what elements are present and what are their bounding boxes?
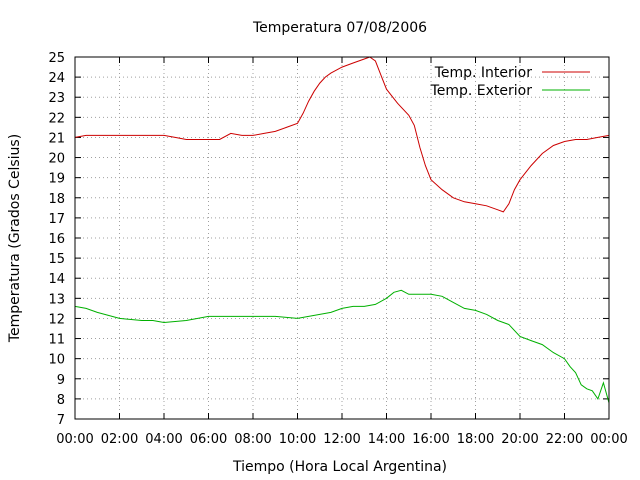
x-tick-label: 02:00 — [101, 432, 138, 447]
x-tick-label: 04:00 — [145, 432, 182, 447]
legend-label: Temp. Interior — [434, 65, 533, 81]
y-tick-label: 13 — [48, 292, 65, 307]
y-tick-label: 14 — [48, 272, 65, 287]
y-tick-label: 19 — [48, 172, 65, 187]
y-tick-label: 23 — [48, 91, 65, 106]
y-tick-label: 8 — [57, 393, 65, 408]
series-lines — [74, 56, 610, 404]
series-line-interior — [74, 56, 610, 213]
legend: Temp. Interior Temp. Exterior — [430, 65, 590, 99]
y-tick-label: 18 — [48, 192, 65, 207]
x-tick-label: 20:00 — [501, 432, 538, 447]
y-tick-label: 7 — [57, 413, 65, 428]
y-tick-label: 17 — [48, 212, 65, 227]
x-tick-label: 10:00 — [279, 432, 316, 447]
y-tick-label: 12 — [48, 312, 65, 327]
y-tick-label: 10 — [48, 353, 65, 368]
y-tick-label: 16 — [48, 232, 65, 247]
y-tick-label: 22 — [48, 111, 65, 126]
x-tick-label: 22:00 — [546, 432, 583, 447]
x-tick-label: 16:00 — [412, 432, 449, 447]
plot-frame — [74, 56, 610, 420]
legend-label: Temp. Exterior — [430, 83, 533, 99]
x-axis: 00:00 02:00 04:00 06:00 08:00 10:00 12:00 14:00… — [56, 57, 628, 447]
y-tick-label: 24 — [48, 71, 65, 86]
y-tick-label: 21 — [48, 131, 65, 146]
x-tick-label: 00:00 — [56, 432, 93, 447]
x-tick-label: 06:00 — [190, 432, 227, 447]
series-line-exterior — [74, 289, 610, 404]
grid-lines — [75, 57, 609, 419]
y-axis-label: Temperatura (Grados Celsius) — [7, 134, 23, 343]
x-tick-label: 18:00 — [457, 432, 494, 447]
x-tick-label: 12:00 — [323, 432, 360, 447]
y-tick-label: 15 — [48, 252, 65, 267]
y-tick-label: 20 — [48, 152, 65, 167]
y-axis: 7 8 9 10 11 12 13 14 15 16 17 18 19 20 21 22 23 24 25 — [48, 51, 609, 428]
y-tick-label: 25 — [48, 51, 65, 66]
x-axis-label: Tiempo (Hora Local Argentina) — [232, 459, 447, 475]
y-tick-label: 11 — [48, 333, 65, 348]
x-tick-label: 14:00 — [368, 432, 405, 447]
x-tick-label: 00:00 — [590, 432, 627, 447]
x-tick-label: 08:00 — [234, 432, 271, 447]
chart-title: Temperatura 07/08/2006 — [252, 20, 427, 36]
y-tick-label: 9 — [57, 373, 65, 388]
